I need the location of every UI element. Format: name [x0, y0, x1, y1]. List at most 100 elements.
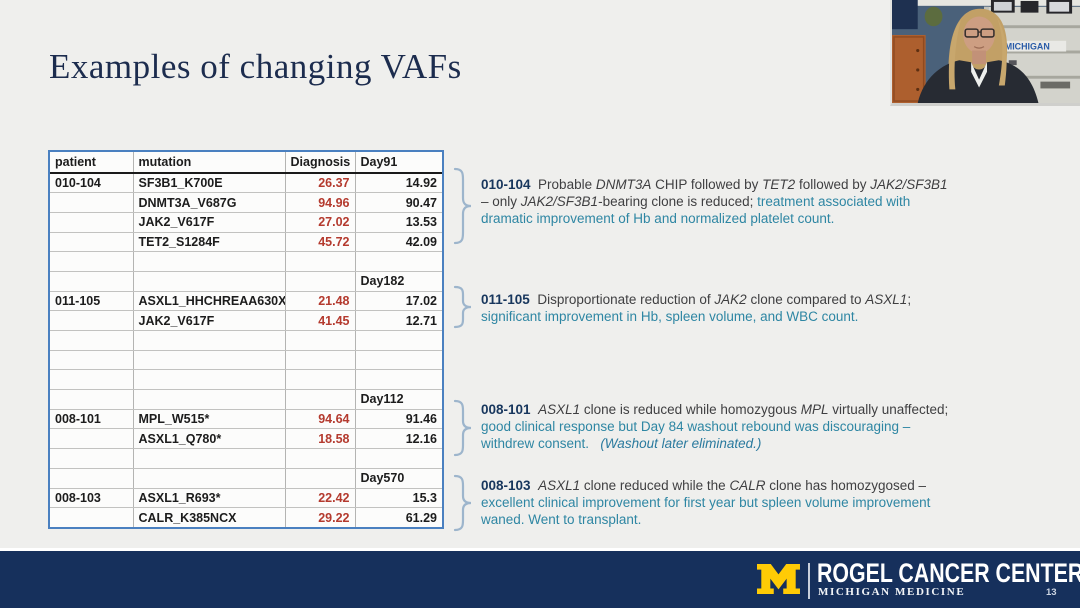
patient-id: 008-103: [481, 478, 531, 493]
cell-diagnosis: 41.45: [285, 310, 356, 331]
cell-patient: 010-104: [50, 173, 134, 194]
annotation-segment: CHIP followed by: [651, 177, 763, 192]
person-shirt: [971, 62, 987, 88]
table-row: JAK2_V617F 27.02 13.53: [50, 212, 442, 233]
cell-diagnosis: [285, 350, 356, 371]
cell-day: [355, 448, 442, 469]
cell-mutation: [133, 468, 286, 489]
table-row: [50, 448, 442, 469]
cell-patient: [50, 507, 134, 528]
brace-icon: [450, 285, 474, 329]
cell-mutation: [133, 271, 286, 292]
table-header-row: patient mutation Diagnosis Day91: [50, 152, 442, 174]
annotation-segment: clone reduced while the: [580, 478, 730, 493]
annotation-segment: ASXL1: [538, 478, 581, 493]
cell-diagnosis: 94.64: [285, 409, 356, 430]
table-row: Day182: [50, 271, 442, 292]
org-name: ROGEL CANCER CENTER: [817, 558, 1080, 588]
annotation-segment: significant improvement in Hb, spleen vo…: [481, 309, 859, 325]
cell-patient: [50, 468, 134, 489]
cell-diagnosis: 21.48: [285, 291, 356, 312]
cell-patient: [50, 369, 134, 391]
header-patient: patient: [50, 152, 134, 174]
cell-mutation: [133, 330, 286, 351]
table-row: TET2_S1284F 45.72 42.09: [50, 232, 442, 253]
cell-day: Day182: [355, 271, 442, 292]
page-number: 13: [1046, 587, 1057, 598]
cell-patient: [50, 192, 134, 213]
annotation-segment: virtually unaffected;: [832, 402, 949, 417]
cell-mutation: JAK2_V617F: [133, 212, 286, 233]
annotation-segment: CALR: [729, 478, 766, 493]
cell-mutation: [133, 389, 286, 410]
table-row: JAK2_V617F 41.45 12.71: [50, 310, 442, 331]
cell-day: 15.3: [355, 488, 442, 509]
annotation-segment: DNMT3A: [595, 177, 652, 192]
annotation-segment: clone compared to: [746, 292, 866, 307]
cell-day: 12.71: [355, 310, 442, 331]
michigan-block-m-logo: [757, 564, 800, 596]
cell-patient: 008-103: [50, 488, 134, 509]
page-title: Examples of changing VAFs: [49, 47, 462, 86]
annotation-segment: Disproportionate reduction of: [529, 292, 715, 307]
annotation-segment: ASXL1: [865, 292, 908, 307]
cell-patient: [50, 330, 134, 351]
cell-diagnosis: [285, 448, 356, 469]
cell-patient: [50, 212, 134, 233]
cell-day: [355, 330, 442, 351]
header-diagnosis: Diagnosis: [285, 152, 356, 174]
brace-icon: [450, 166, 474, 246]
person-face: [963, 16, 995, 54]
annotation-segment: (Washout later eliminated.): [600, 436, 762, 452]
annotation-segment: MPL: [800, 402, 829, 417]
annotation-segment: Probable: [530, 177, 596, 192]
vaf-table: patient mutation Diagnosis Day91 010-104…: [48, 150, 444, 530]
cell-patient: 008-101: [50, 409, 134, 430]
table-row: [50, 251, 442, 272]
cell-mutation: CALR_K385NCX: [133, 507, 286, 528]
brace-icon: [450, 474, 474, 532]
annotation-text: 008-103 ASXL1 clone reduced while the CA…: [481, 477, 1080, 529]
cell-day: 14.92: [355, 173, 442, 194]
footer-divider: [808, 563, 810, 599]
table-row: 011-105 ASXL1_HHCHREAA630X 21.48 17.02: [50, 291, 442, 312]
table-row: 008-101 MPL_W515* 94.64 91.46: [50, 409, 442, 430]
footer-bar: ROGEL CANCER CENTER MICHIGAN MEDICINE 13: [0, 548, 1080, 608]
cell-day: 91.46: [355, 409, 442, 430]
cell-mutation: [133, 448, 286, 469]
cell-mutation: DNMT3A_V687G: [133, 192, 286, 213]
header-day91: Day91: [355, 152, 442, 174]
cell-mutation: SF3B1_K700E: [133, 173, 286, 194]
cell-mutation: JAK2_V617F: [133, 310, 286, 331]
cell-diagnosis: [285, 330, 356, 351]
cell-diagnosis: 29.22: [285, 507, 356, 528]
cell-day: [355, 350, 442, 371]
cell-day: Day112: [355, 389, 442, 410]
person-glasses: [964, 28, 995, 38]
cell-patient: [50, 251, 134, 272]
table-row: [50, 369, 442, 391]
webcam-video: MICHIGAN: [890, 0, 1080, 106]
annotation-segment: – only: [481, 194, 518, 210]
table-row: ASXL1_Q780* 18.58 12.16: [50, 428, 442, 450]
cell-diagnosis: 18.58: [285, 428, 356, 450]
cell-patient: [50, 310, 134, 331]
vaf-table-body: 010-104 SF3B1_K700E 26.37 14.92 DNMT3A_V687G…: [50, 173, 442, 528]
cell-day: Day570: [355, 468, 442, 489]
table-row: Day112: [50, 389, 442, 410]
cell-patient: [50, 350, 134, 371]
table-row: [50, 350, 442, 371]
annotation-segment: [531, 402, 539, 417]
cell-day: 90.47: [355, 192, 442, 213]
annotation-segment: clone is reduced while homozygous: [580, 402, 801, 417]
cell-patient: 011-105: [50, 291, 134, 312]
cell-day: 12.16: [355, 428, 442, 450]
cell-mutation: [133, 369, 286, 391]
annotation-segment: treatment associated with dramatic impro…: [481, 194, 911, 227]
cell-day: [355, 251, 442, 272]
cell-day: 42.09: [355, 232, 442, 253]
org-subtitle: MICHIGAN MEDICINE: [818, 586, 966, 598]
table-row: Day570: [50, 468, 442, 489]
cell-day: 61.29: [405, 510, 437, 525]
